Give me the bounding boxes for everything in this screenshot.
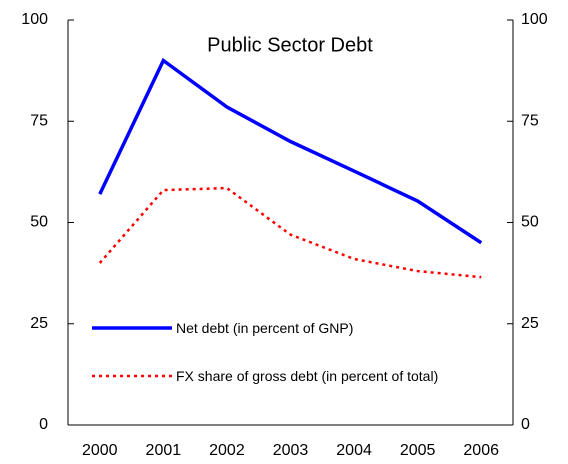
y-tick-label: 0	[39, 416, 48, 433]
x-tick-label: 2002	[209, 442, 245, 459]
y-tick-label: 50	[30, 214, 48, 231]
y2-tick-label: 50	[521, 214, 539, 231]
series-line	[98, 186, 482, 279]
y2-tick-label: 75	[521, 112, 539, 129]
x-tick-label: 2003	[273, 442, 309, 459]
x-tick-label: 2004	[336, 442, 372, 459]
x-tick-label: 2006	[463, 442, 499, 459]
legend-label: Net debt (in percent of GNP)	[176, 320, 354, 336]
y2-tick-label: 100	[521, 11, 548, 28]
series-line	[98, 57, 483, 245]
x-tick-label: 2000	[82, 442, 118, 459]
legend-label: FX share of gross debt (in percent of to…	[176, 368, 439, 384]
chart-title: Public Sector Debt	[207, 34, 373, 56]
x-tick-label: 2005	[400, 442, 436, 459]
y2-tick-label: 25	[521, 315, 539, 332]
y-tick-label: 25	[30, 315, 48, 332]
y2-tick-label: 0	[521, 416, 530, 433]
y-tick-label: 75	[30, 112, 48, 129]
y-tick-label: 100	[21, 11, 48, 28]
x-tick-label: 2001	[146, 442, 182, 459]
